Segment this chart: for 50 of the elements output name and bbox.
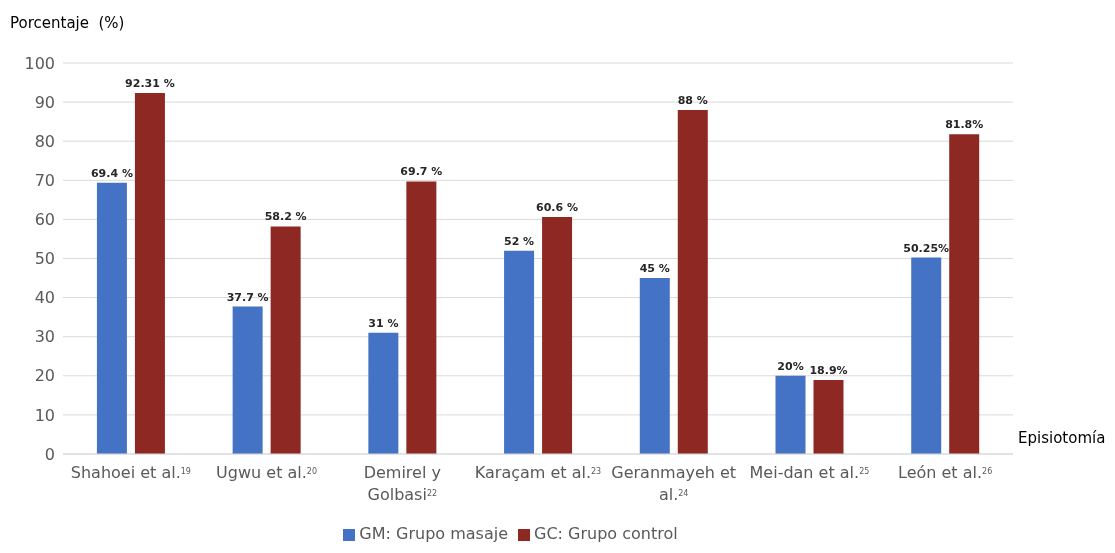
x-tick-label: Demirel y Golbasi$^{22}$ — [363, 463, 441, 504]
y-axis-title: Porcentaje (%) — [10, 14, 125, 32]
bar — [270, 226, 301, 454]
y-tick-label: 80 — [34, 131, 55, 151]
bar — [504, 250, 535, 454]
y-tick-label: 90 — [34, 92, 55, 112]
y-tick-label: 0 — [44, 444, 55, 464]
data-label: 81.8% — [945, 118, 984, 132]
y-tick-label: 60 — [34, 210, 55, 230]
bar — [949, 134, 980, 454]
x-tick-label: León et al.$^{26}$ — [898, 463, 993, 482]
y-tick-label: 30 — [34, 327, 55, 347]
x-tick-label: Ugwu et al.$^{20}$ — [216, 463, 318, 482]
data-label: 20% — [777, 359, 804, 373]
data-label: 52 % — [503, 234, 535, 248]
data-label: 58.2 % — [264, 210, 307, 224]
x-tick-label: Shahoei et al.$^{19}$ — [70, 463, 191, 482]
bar — [677, 109, 708, 454]
data-label: 60.6 % — [536, 201, 579, 215]
y-tick-label: 50 — [34, 249, 55, 269]
y-tick-label: 40 — [34, 288, 55, 308]
x-axis-title: Episiotomía — [1018, 429, 1106, 447]
y-tick-label: 10 — [34, 405, 55, 425]
y-tick-label: 20 — [34, 366, 55, 386]
bar — [775, 375, 806, 454]
bar — [232, 306, 263, 454]
data-label: 31 % — [368, 316, 399, 330]
bar — [542, 217, 573, 454]
bar — [813, 380, 844, 454]
data-label: 18.9% — [809, 364, 848, 378]
legend-label: GC: Grupo control — [534, 524, 678, 543]
data-label: 50.25% — [903, 241, 950, 255]
x-tick-label: Geranmayeh et al.$^{24}$ — [611, 463, 737, 504]
data-label: 69.4 % — [90, 166, 133, 180]
data-label: 45 % — [639, 262, 670, 276]
bar — [368, 332, 399, 454]
bar — [639, 278, 670, 454]
bar — [96, 182, 127, 454]
y-tick-label: 100 — [24, 53, 55, 73]
x-tick-label: Karaçam et al.$^{23}$ — [474, 463, 602, 482]
data-label: 37.7 % — [226, 290, 269, 304]
y-tick-label: 70 — [34, 170, 55, 190]
data-label: 69.7 % — [400, 165, 443, 179]
data-label: 88 % — [677, 93, 708, 107]
legend-label: GM: Grupo masaje — [359, 524, 508, 543]
x-tick-label: Mei-dan et al.$^{25}$ — [749, 463, 870, 482]
data-label: 92.31 % — [125, 77, 175, 91]
bar — [134, 93, 165, 454]
bar — [406, 181, 437, 454]
bar — [911, 257, 942, 454]
